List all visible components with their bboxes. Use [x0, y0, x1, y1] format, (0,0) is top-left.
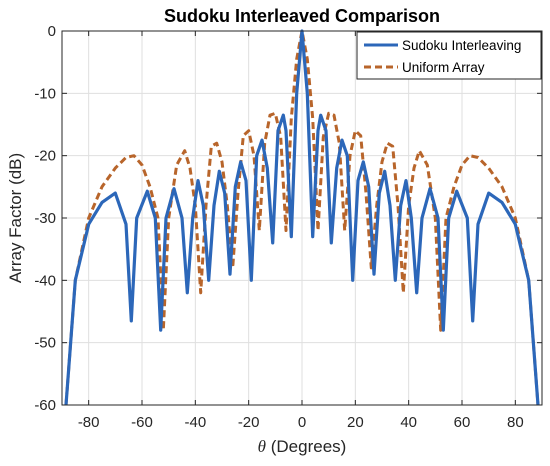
x-tick-label: 40 — [400, 414, 417, 431]
y-tick-label: -30 — [34, 210, 56, 227]
x-tick-label: -80 — [78, 414, 100, 431]
x-tick-label: 60 — [454, 414, 471, 431]
y-tick-label: -50 — [34, 335, 56, 352]
y-tick-label: -60 — [34, 397, 56, 414]
legend-label-uniform-array: Uniform Array — [402, 60, 485, 75]
x-tick-label: -20 — [238, 414, 260, 431]
x-tick-label: 0 — [298, 414, 306, 431]
y-axis-label: Array Factor (dB) — [6, 153, 25, 283]
x-axis-label-text: (Degrees) — [266, 437, 346, 456]
x-axis-label-symbol: θ — [258, 437, 266, 456]
plot-frame — [61, 30, 543, 406]
plot-area — [61, 29, 543, 406]
x-axis-label: θ (Degrees) — [258, 437, 347, 456]
x-tick-label: 80 — [507, 414, 524, 431]
y-tick-labels: 0 -10 -20 -30 -40 -50 -60 — [34, 23, 56, 414]
x-tick-label: 20 — [347, 414, 364, 431]
series-line-uniform-array — [64, 29, 540, 406]
y-tick-label: 0 — [48, 23, 56, 40]
legend: Sudoku Interleaving Uniform Array — [356, 31, 542, 80]
chart-title: Sudoku Interleaved Comparison — [164, 6, 440, 26]
y-tick-label: -20 — [34, 148, 56, 165]
legend-box — [356, 31, 542, 80]
series-uniform-array — [64, 29, 540, 406]
legend-label-sudoku-interleaving: Sudoku Interleaving — [402, 38, 521, 53]
x-tick-label: -60 — [131, 414, 153, 431]
x-tick-labels: -80 -60 -40 -20 0 20 40 60 80 — [78, 414, 524, 431]
x-tick-label: -40 — [184, 414, 206, 431]
y-tick-label: -40 — [34, 272, 56, 289]
y-tick-label: -10 — [34, 85, 56, 102]
